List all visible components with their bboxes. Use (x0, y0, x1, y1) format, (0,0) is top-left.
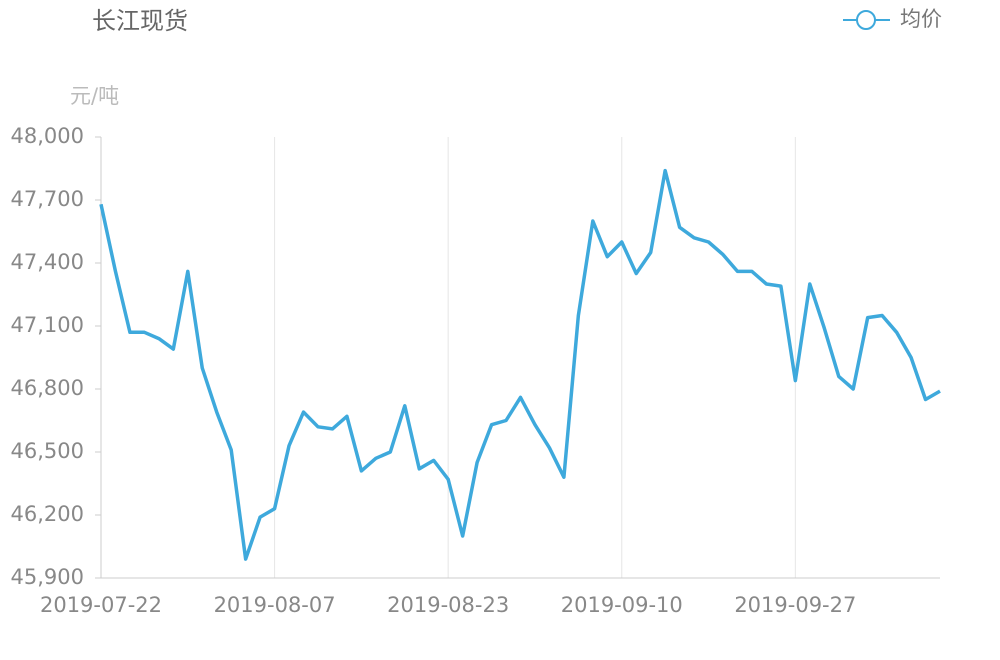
y-tick-label: 45,900 (11, 565, 84, 589)
legend-label: 均价 (900, 7, 942, 31)
chart-title: 长江现货 (92, 7, 188, 35)
x-tick-label: 2019-07-22 (40, 593, 162, 617)
y-tick-label: 47,700 (11, 187, 84, 211)
y-tick-label: 46,800 (11, 376, 84, 400)
y-tick-label: 46,500 (11, 439, 84, 463)
y-tick-label: 48,000 (11, 124, 84, 148)
legend-marker (856, 10, 876, 30)
line-series (99, 168, 941, 561)
y-tick-label: 47,400 (11, 250, 84, 274)
x-tick-label: 2019-09-27 (734, 593, 856, 617)
x-tick-label: 2019-08-23 (387, 593, 509, 617)
x-tick-label: 2019-08-07 (214, 593, 336, 617)
x-tick-label: 2019-09-10 (561, 593, 683, 617)
y-tick-label: 46,200 (11, 502, 84, 526)
y-axis-label: 元/吨 (70, 84, 119, 108)
y-tick-label: 47,100 (11, 313, 84, 337)
